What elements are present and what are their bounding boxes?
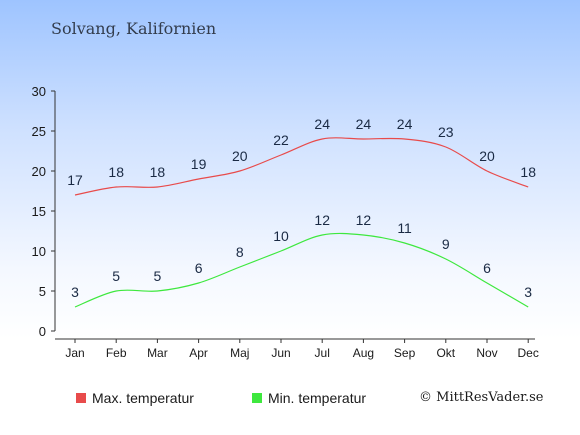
legend-label-min: Min. temperatur	[268, 390, 367, 406]
data-label-max: 17	[67, 172, 83, 188]
y-tick-label: 30	[32, 84, 46, 99]
data-label-min: 8	[236, 244, 244, 260]
legend-swatch-min	[252, 393, 262, 403]
data-label-max: 24	[314, 116, 330, 132]
x-tick-label: Apr	[189, 346, 208, 360]
data-label-max: 18	[150, 164, 166, 180]
x-tick-label: Jan	[65, 346, 84, 360]
y-tick-label: 10	[32, 244, 46, 259]
x-tick-label: Sep	[394, 346, 416, 360]
data-label-min: 10	[273, 228, 289, 244]
data-label-max: 24	[356, 116, 372, 132]
data-label-max: 24	[397, 116, 413, 132]
data-label-min: 12	[314, 212, 330, 228]
series-line-max	[74, 137, 529, 196]
x-tick-label: Jul	[315, 346, 330, 360]
data-label-min: 9	[442, 236, 450, 252]
data-label-max: 23	[438, 124, 454, 140]
x-tick-label: Jun	[271, 346, 290, 360]
y-tick-label: 20	[32, 164, 46, 179]
x-tick-label: Maj	[230, 346, 249, 360]
data-label-max: 22	[273, 132, 289, 148]
credit-text: © MittResVader.se	[419, 390, 544, 405]
data-label-min: 12	[356, 212, 372, 228]
data-label-max: 20	[479, 148, 495, 164]
data-label-min: 3	[524, 284, 532, 300]
y-tick-label: 5	[39, 284, 46, 299]
legend-item-max: Max. temperatur	[76, 390, 194, 406]
x-tick-label: Aug	[353, 346, 374, 360]
data-label-min: 5	[154, 268, 162, 284]
y-tick-label: 15	[32, 204, 46, 219]
x-tick-label: Mar	[147, 346, 168, 360]
y-tick-label: 0	[39, 324, 46, 339]
chart-title: Solvang, Kalifornien	[51, 19, 217, 38]
data-label-max: 19	[191, 156, 207, 172]
x-tick-label: Okt	[436, 346, 455, 360]
data-label-min: 6	[195, 260, 203, 276]
x-tick-label: Feb	[106, 346, 127, 360]
legend-swatch-max	[76, 393, 86, 403]
data-label-max: 18	[108, 164, 124, 180]
x-tick-label: Nov	[476, 346, 497, 360]
data-label-min: 6	[483, 260, 491, 276]
x-tick-label: Dec	[518, 346, 539, 360]
data-label-max: 20	[232, 148, 248, 164]
data-label-min: 3	[71, 284, 79, 300]
series-line-min	[74, 232, 529, 308]
data-label-min: 11	[397, 220, 412, 236]
data-label-min: 5	[112, 268, 120, 284]
legend-item-min: Min. temperatur	[252, 390, 366, 406]
data-label-max: 18	[520, 164, 536, 180]
y-tick-label: 25	[32, 124, 46, 139]
legend-label-max: Max. temperatur	[92, 390, 194, 406]
